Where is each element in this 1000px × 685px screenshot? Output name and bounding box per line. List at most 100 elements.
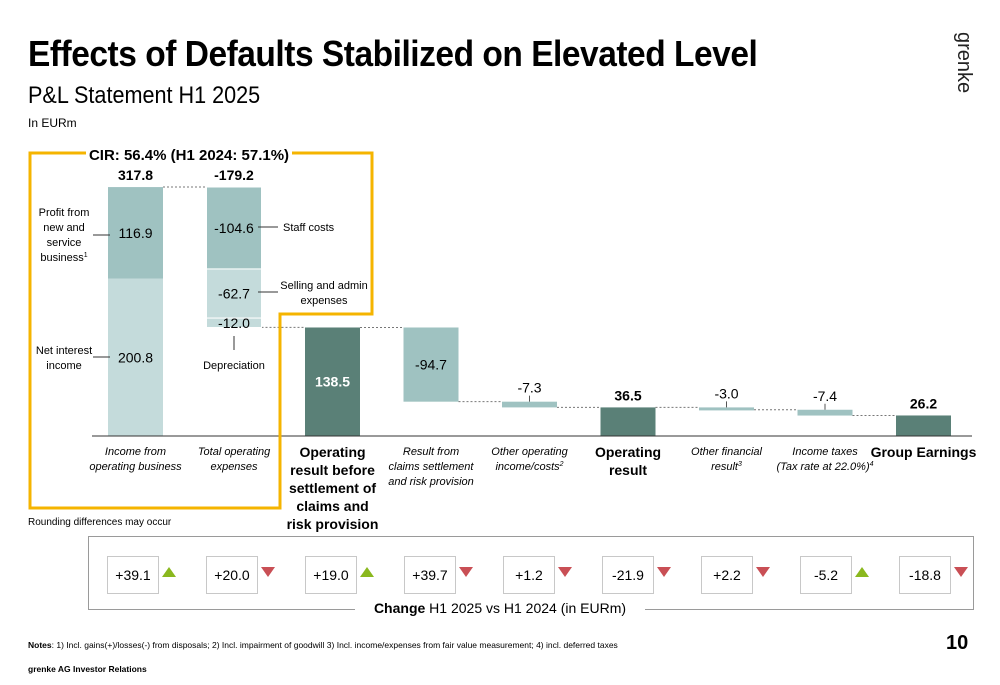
change-value-box: -21.9 [602,556,654,594]
segment-annotation-line: Selling and admin [280,280,367,292]
change-value-box: +39.7 [404,556,456,594]
bar-value-label: -7.3 [517,380,541,396]
triangle-down-icon [954,567,968,577]
change-value-box: -18.8 [899,556,951,594]
waterfall-chart: 200.8 116.9 -104.6 -62.7 -12.0 138.5 -94.7 -7.3… [28,147,977,532]
page-subtitle: P&L Statement H1 2025 [28,82,261,109]
change-caption-bold: Change [373,600,426,616]
category-label-line: Total operating [198,446,271,458]
segment-value-label: 116.9 [119,225,153,241]
footnote-sup: 3 [738,461,742,468]
bar-segment-expense [206,268,262,319]
segment-annotation: Depreciation [203,360,265,372]
category-label-line: Group Earnings [871,444,977,460]
change-value-box: -5.2 [800,556,852,594]
segment-annotation-line: service [47,237,82,249]
segment-annotation-line: new and [43,222,85,234]
footnote-sup: 2 [559,461,564,468]
change-value-box: +19.0 [305,556,357,594]
bar-value-label: -94.7 [415,357,447,373]
category-label-line: Operating [595,444,661,460]
bar-segment-expense [206,317,262,328]
category-label: Income taxes (Tax rate at 22.0%)4 [776,446,873,473]
category-label-line: risk provision [287,516,379,532]
category-label: Group Earnings [871,444,977,460]
waterfall-bar [600,407,656,436]
category-label-line: result [609,462,647,478]
segment-annotation: Selling and admin expenses [280,280,367,307]
footnotes: Notes: 1) Incl. gains(+)/losses(-) from … [28,640,618,650]
bar-segment-profit-new-business [108,187,163,279]
grenke-logo: grenke [953,32,975,93]
rounding-note: Rounding differences may occur [28,517,172,528]
page-number: 10 [946,632,969,654]
triangle-up-icon [360,567,374,577]
bar-value-label: -179.2 [214,167,254,183]
bar-value-label: 317.8 [118,167,153,183]
bar-value-label: 36.5 [614,387,641,403]
unit-label: In EURm [28,116,77,130]
segment-annotation: Staff costs [283,222,335,234]
waterfall-bar [502,401,557,408]
bar-value-label: -7.4 [813,388,837,404]
category-label: Other financial result3 [691,446,762,473]
category-label-line: and risk provision [388,476,474,488]
triangle-up-icon [162,567,176,577]
category-label: Income from operating business [89,446,182,473]
waterfall-bar [305,327,360,436]
change-value-box: +39.1 [107,556,159,594]
category-label-line: result before [290,462,375,478]
notes-label: Notes [28,640,52,650]
page-title: Effects of Defaults Stabilized on Elevat… [28,33,758,74]
cir-frame [28,151,374,510]
segment-annotation-line: Profit from [39,207,90,219]
category-label-line: Other financial [691,446,762,458]
category-label-line: operating business [89,461,182,473]
category-label: Operating result before settlement of claim… [287,444,379,532]
category-label-line: Other operating [491,446,568,458]
footnote-sup: 1 [84,252,88,259]
footer-text: grenke AG Investor Relations [28,664,147,674]
change-value-box: +1.2 [503,556,555,594]
segment-annotation-line: Net interest [36,345,92,357]
segment-annotation: Net interest income [36,345,92,372]
waterfall-bar [797,409,853,416]
change-caption-text: H1 2025 vs H1 2024 (in EURm) [425,600,627,616]
category-label-line: result [711,461,739,473]
segment-annotation-line: business [40,252,84,264]
svg-text:grenke: grenke [953,32,975,93]
segment-value-label: -104.6 [214,220,254,236]
category-label: Operating result [595,444,661,478]
triangle-down-icon [657,567,671,577]
bar-segment-net-interest [108,278,163,436]
notes-text: : 1) Incl. gains(+)/losses(-) from dispo… [51,640,618,650]
bar-value-label: -3.0 [714,385,738,401]
triangle-down-icon [459,567,473,577]
change-value-box: +2.2 [701,556,753,594]
waterfall-bar [699,407,754,411]
bar-segment-expense [206,186,262,270]
category-label-line: Result from [403,446,459,458]
segment-annotation-line: Staff costs [283,222,335,234]
triangle-down-icon [261,567,275,577]
segment-value-label: -12.0 [218,315,250,331]
waterfall-bar [896,415,951,436]
segment-value-label: -62.7 [218,286,250,302]
change-value-box: +20.0 [206,556,258,594]
category-label-line: settlement of [289,480,376,496]
segment-annotation-line: income [46,360,81,372]
category-label-line: Operating [299,444,365,460]
cir-label: CIR: 56.4% (H1 2024: 57.1%) [89,147,289,164]
category-label: Other operating income/costs2 [491,446,568,473]
category-label-line: income/costs [495,461,560,473]
triangle-down-icon [756,567,770,577]
category-label-line: (Tax rate at 22.0%) [776,461,869,473]
category-label-line: claims settlement [389,461,475,473]
triangle-up-icon [855,567,869,577]
waterfall-bar [403,327,459,402]
change-caption: Change H1 2025 vs H1 2024 (in EURm) [355,600,645,616]
category-label-line: Income taxes [792,446,858,458]
segment-annotation-line: expenses [300,295,348,307]
segment-value-label: 200.8 [118,349,153,365]
category-label-line: claims and [296,498,368,514]
